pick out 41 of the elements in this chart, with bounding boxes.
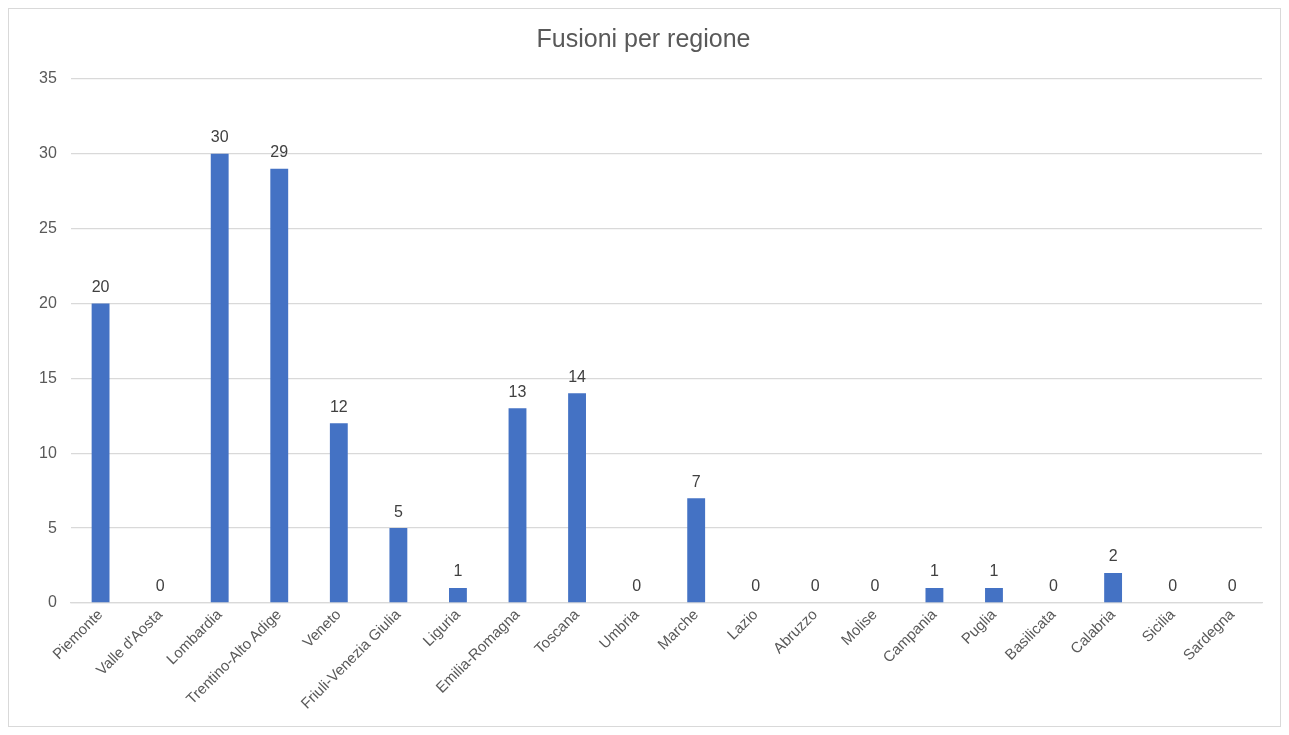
- bar: [1104, 573, 1123, 603]
- data-label: 0: [751, 577, 761, 595]
- bar: [91, 303, 110, 603]
- data-label: 0: [870, 577, 880, 595]
- y-tick-label: 5: [47, 518, 57, 536]
- data-label: 0: [810, 577, 820, 595]
- data-label: 29: [270, 143, 289, 161]
- bar: [449, 587, 467, 603]
- data-label: 0: [1227, 577, 1237, 595]
- bar: [329, 423, 348, 603]
- data-label: 20: [91, 277, 110, 295]
- data-label: 5: [393, 502, 403, 520]
- y-tick-label: 10: [39, 443, 57, 461]
- data-label: 0: [1168, 577, 1178, 595]
- data-label: 12: [329, 397, 348, 415]
- y-tick-label: 20: [39, 293, 57, 311]
- y-tick-label: 15: [39, 368, 57, 386]
- y-tick-label: 35: [39, 69, 57, 87]
- bar: [568, 393, 586, 603]
- bar: [985, 587, 1003, 603]
- data-label: 7: [691, 472, 701, 490]
- data-label: 13: [508, 382, 527, 400]
- y-tick-label: 0: [47, 593, 57, 611]
- data-label: 1: [453, 562, 463, 580]
- data-label: 0: [632, 577, 642, 595]
- bar: [508, 408, 527, 603]
- bar: [210, 153, 229, 603]
- y-tick-label: 30: [39, 144, 57, 162]
- chart-title: Fusioni per regione: [536, 23, 751, 52]
- data-label: 14: [568, 367, 587, 385]
- data-label: 0: [1049, 577, 1059, 595]
- bar: [389, 528, 408, 603]
- data-label: 1: [989, 562, 999, 580]
- bar: [687, 498, 706, 603]
- data-label: 30: [210, 128, 229, 146]
- data-label: 0: [155, 577, 165, 595]
- data-label: 2: [1108, 547, 1118, 565]
- data-label: 1: [929, 562, 939, 580]
- bar: [925, 587, 944, 603]
- y-tick-label: 25: [39, 219, 57, 237]
- bar: [270, 168, 289, 603]
